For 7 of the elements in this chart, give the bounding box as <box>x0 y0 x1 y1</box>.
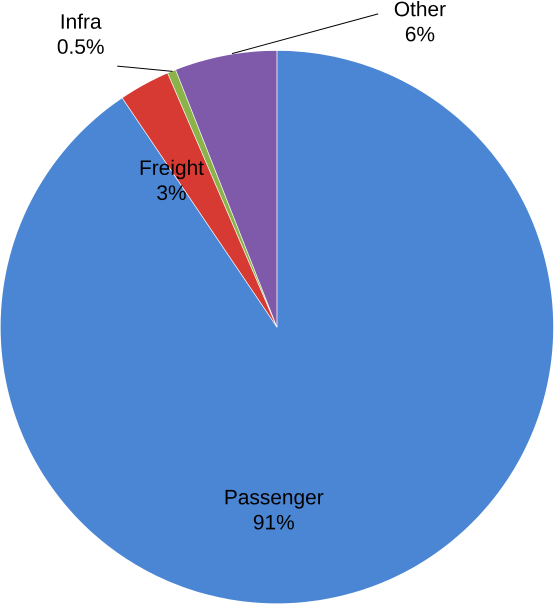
data-label: 91% <box>254 514 294 530</box>
slice-label: Other <box>394 1 446 16</box>
data-label: 0.5% <box>58 39 104 54</box>
slice-label: Passenger <box>226 490 324 509</box>
slice-label: Infra <box>62 14 102 29</box>
data-label: 6% <box>406 26 434 42</box>
data-label: 3% <box>157 185 186 200</box>
